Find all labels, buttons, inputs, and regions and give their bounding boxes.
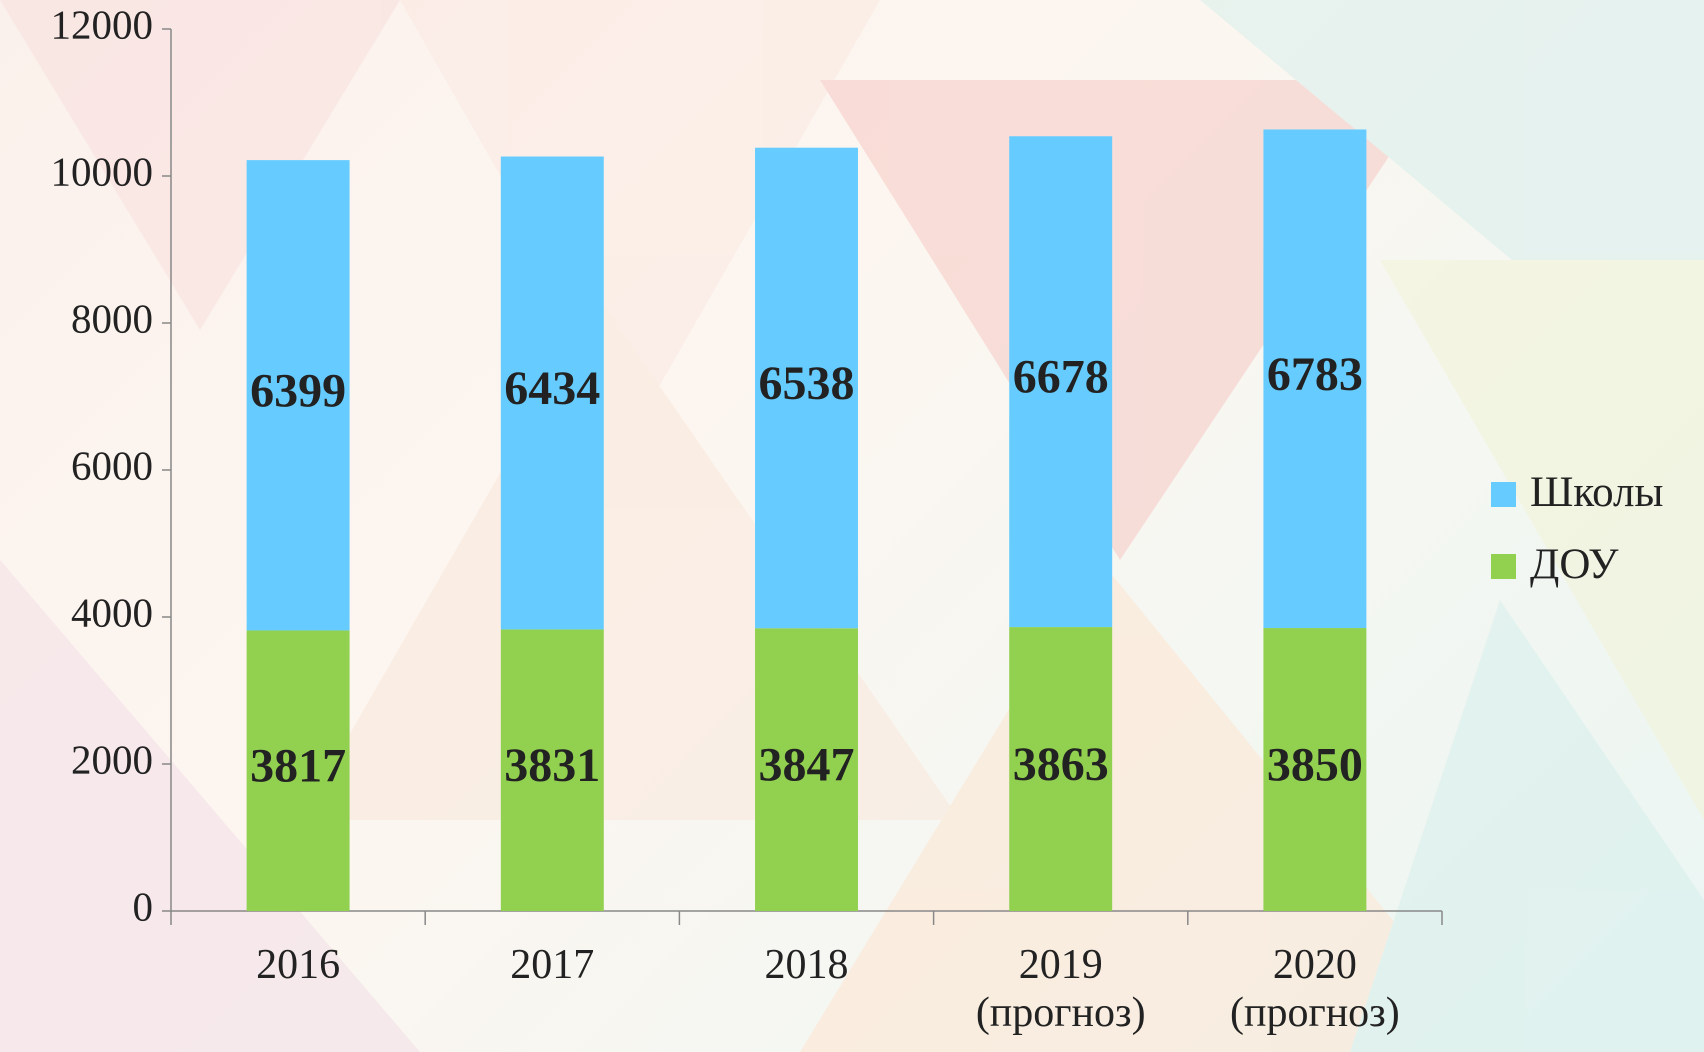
x-tick-label: 2016 xyxy=(256,942,341,988)
bar-segment xyxy=(246,630,350,911)
y-tick-label: 8000 xyxy=(71,295,153,341)
x-tick-label: 2018 xyxy=(764,942,849,988)
legend-swatch xyxy=(1491,554,1516,579)
bar-segment xyxy=(1263,129,1367,629)
data-label: 3831 xyxy=(504,739,600,792)
data-label: 3817 xyxy=(250,740,346,793)
bar-segment xyxy=(1009,136,1113,628)
bar-segment xyxy=(246,160,350,631)
bar-segment xyxy=(500,629,604,911)
bar-segment xyxy=(1263,628,1367,911)
data-label: 6538 xyxy=(759,357,855,410)
data-label: 3847 xyxy=(759,739,855,792)
data-label: 3863 xyxy=(1013,738,1109,791)
data-label: 6783 xyxy=(1267,348,1363,401)
x-tick-label: 2017 xyxy=(510,942,595,988)
y-tick-label: 4000 xyxy=(71,589,153,635)
bar-segment xyxy=(1009,627,1113,911)
data-label: 6434 xyxy=(504,362,600,415)
y-tick-label: 0 xyxy=(133,883,154,929)
legend-label: ДОУ xyxy=(1530,541,1619,588)
y-tick-label: 10000 xyxy=(51,148,154,194)
legend-swatch xyxy=(1491,482,1516,507)
x-tick-label: 2019 (прогноз) xyxy=(975,942,1146,1036)
data-label: 6399 xyxy=(250,364,346,417)
x-tick-label: 2020 (прогноз) xyxy=(1230,942,1400,1036)
bar-segment xyxy=(755,628,858,911)
data-label: 6678 xyxy=(1013,351,1109,404)
bar-segment xyxy=(755,147,858,629)
y-tick-label: 6000 xyxy=(71,442,153,488)
bar-segment xyxy=(500,156,604,630)
y-tick-label: 2000 xyxy=(71,736,153,782)
y-tick-label: 12000 xyxy=(51,1,154,47)
legend-label: Школы xyxy=(1530,469,1663,516)
data-label: 3850 xyxy=(1267,739,1363,792)
